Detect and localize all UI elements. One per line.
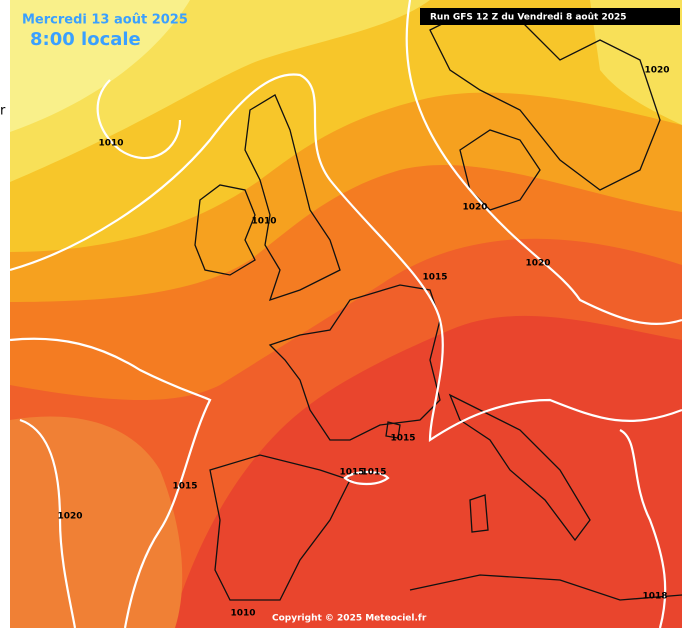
coastline (409, 574, 682, 601)
isobar-label: 1020 (644, 66, 669, 76)
forecast-time: 8:00 locale (30, 29, 141, 50)
isobar (10, 337, 212, 628)
isobar (96, 79, 182, 160)
isobar-label: 1020 (57, 512, 82, 522)
isobar (619, 429, 667, 628)
coastline (194, 184, 256, 276)
coastline (469, 494, 489, 533)
run-info: Run GFS 12 Z du Vendredi 8 août 2025 (430, 13, 627, 23)
isobar-label: 1015 (172, 482, 197, 492)
coastline (385, 421, 401, 439)
isobar (405, 0, 682, 326)
forecast-date: Mercredi 13 août 2025 (22, 13, 188, 28)
coastline (429, 9, 661, 191)
isobar-label: 1015 (361, 468, 386, 478)
coastline (209, 454, 351, 601)
isobar-label: 1015 (390, 434, 415, 444)
isobar-label: 1010 (98, 139, 123, 149)
isobar-label: 1020 (525, 259, 550, 269)
coastline (448, 393, 591, 542)
isobar (343, 470, 390, 486)
isobar-label: 1018 (642, 592, 667, 602)
isobar-label: 1020 (462, 203, 487, 213)
isobar (10, 73, 682, 443)
coastline (244, 94, 341, 302)
isobar-label: 1010 (230, 609, 255, 619)
copyright: Copyright © 2025 Meteociel.fr (272, 614, 427, 624)
isobar-label: 1010 (251, 217, 276, 227)
coastline (268, 284, 441, 441)
isobar (19, 418, 77, 628)
side-text: r (0, 104, 6, 119)
isobar-label: 1015 (422, 273, 447, 283)
run-banner (420, 8, 680, 25)
temperature-field (10, 0, 682, 628)
isobar-label: 1015 (339, 468, 364, 478)
